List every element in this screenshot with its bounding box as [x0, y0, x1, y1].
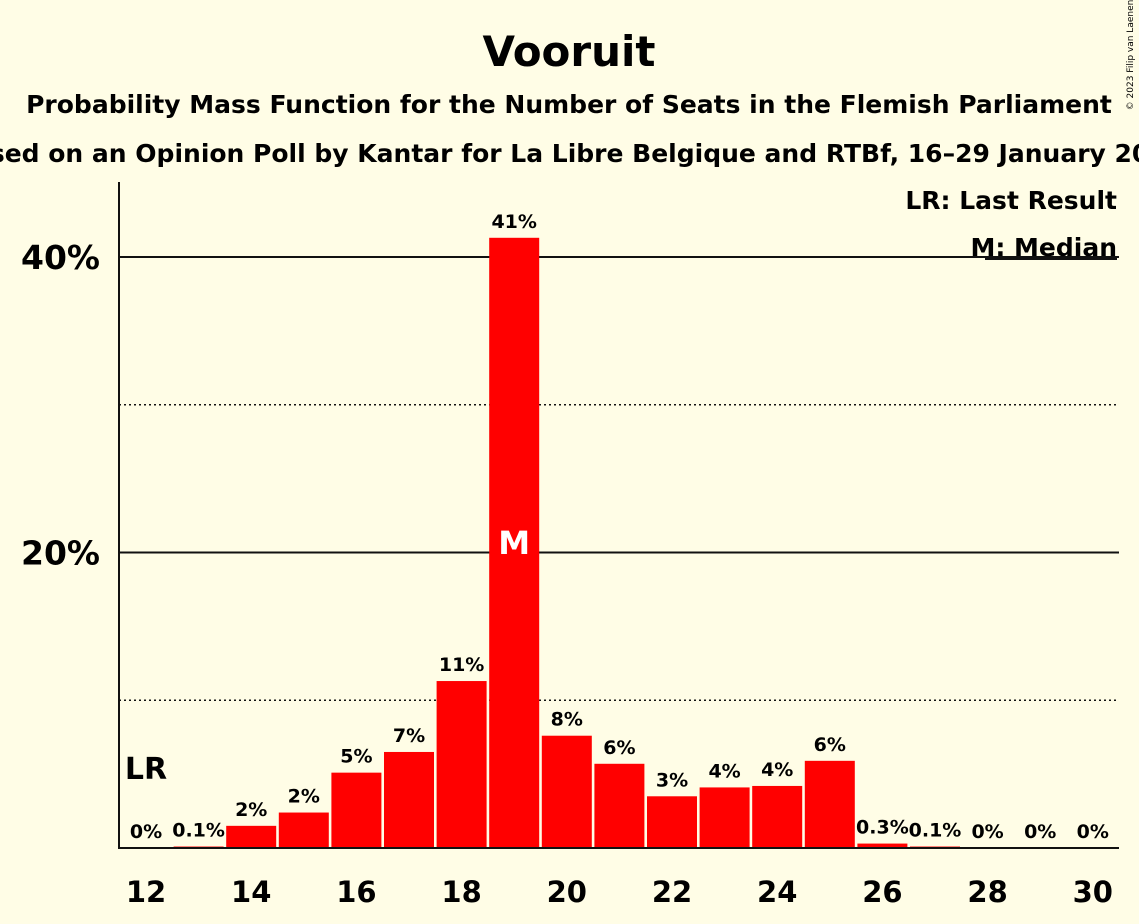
bar-label-24: 4% [761, 759, 793, 781]
bar-label-14: 2% [235, 799, 267, 821]
bar-17 [384, 752, 434, 848]
bar-21 [594, 764, 644, 848]
legend-last-result: LR: Last Result [905, 186, 1117, 215]
bar-20 [542, 736, 592, 848]
legend-median: M: Median [970, 233, 1117, 262]
bar-label-22: 3% [656, 769, 688, 791]
bar-label-30: 0% [1077, 821, 1109, 843]
bar-label-27: 0.1% [909, 820, 962, 842]
bar-15 [279, 813, 329, 848]
median-marker: M [498, 524, 530, 562]
bar-14 [226, 826, 276, 848]
bar-24 [752, 786, 802, 848]
x-axis-labels: 12 14 16 18 20 22 24 26 28 30 [126, 875, 1113, 909]
bar-label-19: 41% [491, 211, 536, 233]
bar-25 [805, 761, 855, 848]
bar-label-12: 0% [130, 821, 162, 843]
bar-label-23: 4% [708, 760, 740, 782]
bar-label-29: 0% [1024, 821, 1056, 843]
last-result-marker: LR [125, 752, 167, 787]
bar-label-16: 5% [340, 746, 372, 768]
y-tick-label-40: 40% [21, 238, 100, 277]
x-tick-label-14: 14 [231, 875, 271, 909]
bar-label-20: 8% [551, 709, 583, 731]
x-tick-label-16: 16 [336, 875, 376, 909]
bar-22 [647, 796, 697, 848]
bar-16 [331, 773, 381, 848]
x-tick-label-12: 12 [126, 875, 166, 909]
copyright-text: © 2023 Filip van Laenen [1126, 0, 1136, 110]
chart-source-line: Based on an Opinion Poll by Kantar for L… [0, 139, 1139, 168]
bars [174, 238, 960, 848]
bar-label-25: 6% [814, 734, 846, 756]
bar-label-15: 2% [288, 786, 320, 808]
bar-label-21: 6% [603, 737, 635, 759]
x-tick-label-18: 18 [441, 875, 481, 909]
bar-label-26: 0.3% [856, 817, 909, 839]
x-tick-label-22: 22 [652, 875, 692, 909]
gridlines [119, 257, 1119, 700]
chart-title: Vooruit [482, 27, 655, 76]
x-tick-label-30: 30 [1073, 875, 1113, 909]
bar-label-28: 0% [971, 821, 1003, 843]
y-tick-label-20: 20% [21, 534, 100, 573]
x-tick-label-20: 20 [547, 875, 587, 909]
bar-23 [700, 787, 750, 848]
x-tick-label-26: 26 [862, 875, 902, 909]
bar-18 [437, 681, 487, 848]
bar-label-17: 7% [393, 725, 425, 747]
bar-labels: 0% 0.1%2%2%5%7%11%41%8%6%3% 4% 4%6%0.3% 0.1%… [130, 211, 1109, 843]
chart-subtitle: Probability Mass Function for the Number… [26, 90, 1112, 119]
legend: LR: Last Result M: Median [905, 186, 1117, 262]
bar-label-18: 11% [439, 654, 484, 676]
x-tick-label-28: 28 [967, 875, 1007, 909]
y-axis-labels: 20% 40% [21, 238, 100, 573]
bar-label-13: 0.1% [172, 820, 225, 842]
x-tick-label-24: 24 [757, 875, 797, 909]
